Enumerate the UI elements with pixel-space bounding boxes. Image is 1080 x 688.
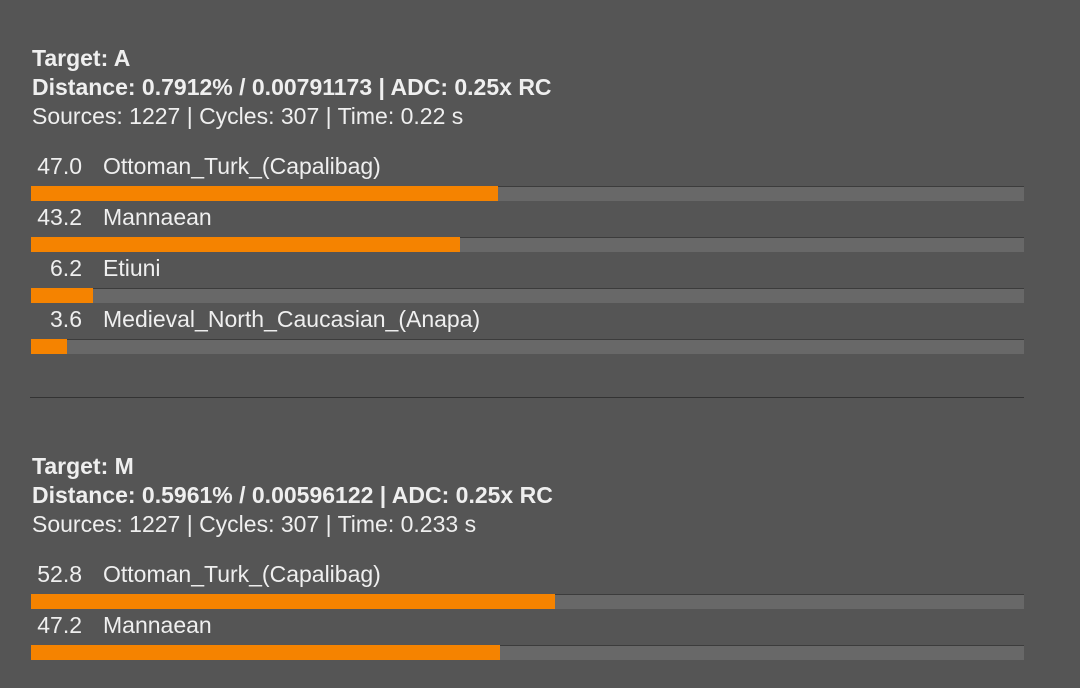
- bar: [31, 339, 67, 354]
- percent-label: 47.2: [37, 612, 82, 638]
- population-name: Etiuni: [103, 255, 161, 281]
- bar: [31, 186, 498, 201]
- population-name: Mannaean: [103, 204, 212, 230]
- bar-track: [31, 645, 1024, 660]
- bar-track: [31, 288, 1024, 303]
- population-name: Medieval_North_Caucasian_(Anapa): [103, 306, 481, 332]
- bar-track: [31, 594, 1024, 609]
- percent-label: 43.2: [37, 204, 82, 230]
- bar: [31, 288, 93, 303]
- bar-track: [31, 339, 1024, 354]
- bar: [31, 645, 500, 660]
- population-name: Mannaean: [103, 612, 212, 638]
- stats: Sources: 1227 | Cycles: 307 | Time: 0.23…: [32, 511, 477, 537]
- target: Target: M: [32, 453, 134, 479]
- separator: [30, 397, 1024, 398]
- percent-label: 47.0: [37, 153, 82, 179]
- distance: Distance: 0.7912% / 0.00791173 | ADC: 0.…: [32, 74, 552, 100]
- percent-label: 3.6: [50, 306, 82, 332]
- population-name: Ottoman_Turk_(Capalibag): [103, 153, 381, 179]
- bar-track: [31, 237, 1024, 252]
- distance: Distance: 0.5961% / 0.00596122 | ADC: 0.…: [32, 482, 553, 508]
- bar: [31, 237, 460, 252]
- stats: Sources: 1227 | Cycles: 307 | Time: 0.22…: [32, 103, 464, 129]
- population-name: Ottoman_Turk_(Capalibag): [103, 561, 381, 587]
- bar-track: [31, 186, 1024, 201]
- percent-label: 52.8: [37, 561, 82, 587]
- percent-label: 6.2: [50, 255, 82, 281]
- target: Target: A: [32, 45, 131, 71]
- bar: [31, 594, 556, 609]
